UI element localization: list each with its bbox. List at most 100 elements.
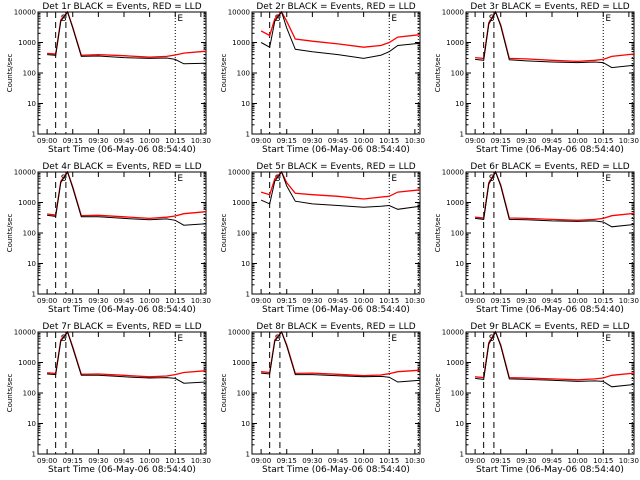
panel-3: Det 3r BLACK = Events, RED = LLD 1 10 100 10… — [434, 2, 639, 155]
x-tick-label: 10:30 — [405, 457, 425, 465]
x-tick-label: 09:30 — [302, 297, 322, 305]
y-axis-label: Counts/sec — [6, 374, 14, 413]
y-tick-label: 1000 — [446, 199, 464, 207]
x-axis-label: Start Time (06-May-06 08:54:40) — [48, 145, 196, 155]
x-tick-label: 09:30 — [516, 297, 536, 305]
x-tick-label: 10:30 — [405, 137, 425, 145]
y-tick-label: 1000 — [232, 199, 250, 207]
y-tick-label: 1 — [32, 131, 36, 139]
y-tick-label: 10000 — [228, 9, 250, 17]
plot-frame — [251, 171, 421, 295]
plot-frame — [251, 11, 421, 135]
x-axis-label: Start Time (06-May-06 08:54:40) — [262, 305, 410, 315]
x-tick-label: 10:00 — [568, 137, 588, 145]
x-tick-label: 10:15 — [593, 137, 613, 145]
x-tick-label: 09:30 — [516, 137, 536, 145]
x-tick-label: 09:15 — [63, 137, 83, 145]
plot-frame — [37, 171, 207, 295]
x-axis-label: Start Time (06-May-06 08:54:40) — [48, 305, 196, 315]
y-tick-label: 1 — [460, 131, 464, 139]
x-tick-label: 09:15 — [63, 297, 83, 305]
x-tick-label: 10:30 — [191, 457, 211, 465]
panel-1: Det 1r BLACK = Events, RED = LLD 1 10 100 10… — [6, 2, 211, 155]
x-tick-label: 10:15 — [593, 457, 613, 465]
series-line-events — [260, 170, 421, 210]
x-tick-label: 09:30 — [88, 297, 108, 305]
series-line-lld — [47, 10, 207, 58]
y-tick-label: 10 — [241, 100, 250, 108]
x-tick-label: 09:15 — [277, 137, 297, 145]
series-line-events — [47, 10, 207, 65]
x-tick-label: 09:00 — [251, 457, 271, 465]
panel-7: Det 7r BLACK = Events, RED = LLD 1 10 100 10… — [6, 322, 211, 475]
series-line-lld — [261, 330, 421, 377]
y-tick-label: 100 — [451, 390, 464, 398]
panel-title: Det 1r BLACK = Events, RED = LLD — [42, 2, 201, 12]
y-tick-label: 1 — [460, 451, 464, 459]
panel-title: Det 4r BLACK = Events, RED = LLD — [42, 162, 201, 172]
x-tick-label: 09:45 — [542, 297, 562, 305]
y-tick-label: 1 — [32, 291, 36, 299]
y-tick-label: 1000 — [18, 39, 36, 47]
x-tick-label: 09:00 — [37, 457, 57, 465]
x-tick-label: 10:30 — [619, 457, 639, 465]
start-marker-label: S — [275, 14, 281, 24]
panel-title: Det 3r BLACK = Events, RED = LLD — [470, 2, 629, 12]
panel-6: Det 6r BLACK = Events, RED = LLD 1 10 100 10… — [434, 162, 639, 315]
x-tick-label: 10:15 — [165, 297, 185, 305]
y-axis-label: Counts/sec — [434, 214, 442, 253]
end-marker-label: E — [605, 14, 611, 24]
panel-title: Det 6r BLACK = Events, RED = LLD — [470, 162, 629, 172]
x-tick-label: 09:00 — [251, 297, 271, 305]
start-marker-label: S — [61, 334, 67, 344]
y-tick-label: 10000 — [14, 9, 36, 17]
end-marker-label: E — [391, 14, 397, 24]
x-tick-label: 09:30 — [302, 457, 322, 465]
y-axis-label: Counts/sec — [220, 54, 228, 93]
x-tick-label: 09:15 — [491, 297, 511, 305]
series-line-lld — [47, 170, 207, 220]
panel-title: Det 2r BLACK = Events, RED = LLD — [256, 2, 415, 12]
x-tick-label: 10:00 — [568, 297, 588, 305]
x-tick-label: 10:15 — [379, 137, 399, 145]
x-tick-label: 10:00 — [140, 137, 160, 145]
x-tick-label: 09:45 — [328, 297, 348, 305]
y-tick-label: 100 — [237, 230, 250, 238]
y-tick-label: 10 — [27, 420, 36, 428]
y-axis-label: Counts/sec — [434, 54, 442, 93]
x-tick-label: 09:30 — [302, 137, 322, 145]
series-line-lld — [47, 330, 207, 378]
y-tick-label: 100 — [23, 70, 36, 78]
start-marker-label: S — [275, 334, 281, 344]
x-axis-label: Start Time (06-May-06 08:54:40) — [262, 465, 410, 475]
plot-frame — [465, 331, 635, 455]
panel-4: Det 4r BLACK = Events, RED = LLD 1 10 100 10… — [6, 162, 211, 315]
panel-2: Det 2r BLACK = Events, RED = LLD 1 10 100 10… — [220, 2, 425, 155]
series-line-events — [260, 10, 421, 59]
x-tick-label: 09:45 — [114, 297, 134, 305]
y-tick-label: 10000 — [228, 169, 250, 177]
x-tick-label: 09:45 — [114, 457, 134, 465]
y-tick-label: 1000 — [18, 359, 36, 367]
y-tick-label: 10000 — [442, 169, 464, 177]
y-tick-label: 1 — [460, 291, 464, 299]
series-line-events — [47, 330, 207, 384]
x-tick-label: 10:15 — [165, 457, 185, 465]
y-tick-label: 10000 — [14, 169, 36, 177]
x-tick-label: 10:30 — [191, 137, 211, 145]
series-line-events — [475, 10, 635, 69]
y-axis-label: Counts/sec — [6, 54, 14, 93]
x-tick-label: 10:30 — [619, 137, 639, 145]
y-tick-label: 1000 — [232, 359, 250, 367]
x-tick-label: 09:15 — [491, 457, 511, 465]
x-tick-label: 10:15 — [379, 297, 399, 305]
x-tick-label: 09:45 — [328, 137, 348, 145]
y-tick-label: 100 — [451, 70, 464, 78]
x-tick-label: 09:30 — [88, 457, 108, 465]
x-axis-label: Start Time (06-May-06 08:54:40) — [476, 145, 624, 155]
start-marker-label: S — [275, 174, 281, 184]
y-tick-label: 10 — [27, 100, 36, 108]
x-tick-label: 09:45 — [114, 137, 134, 145]
plot-frame — [465, 171, 635, 295]
x-tick-label: 09:00 — [251, 137, 271, 145]
